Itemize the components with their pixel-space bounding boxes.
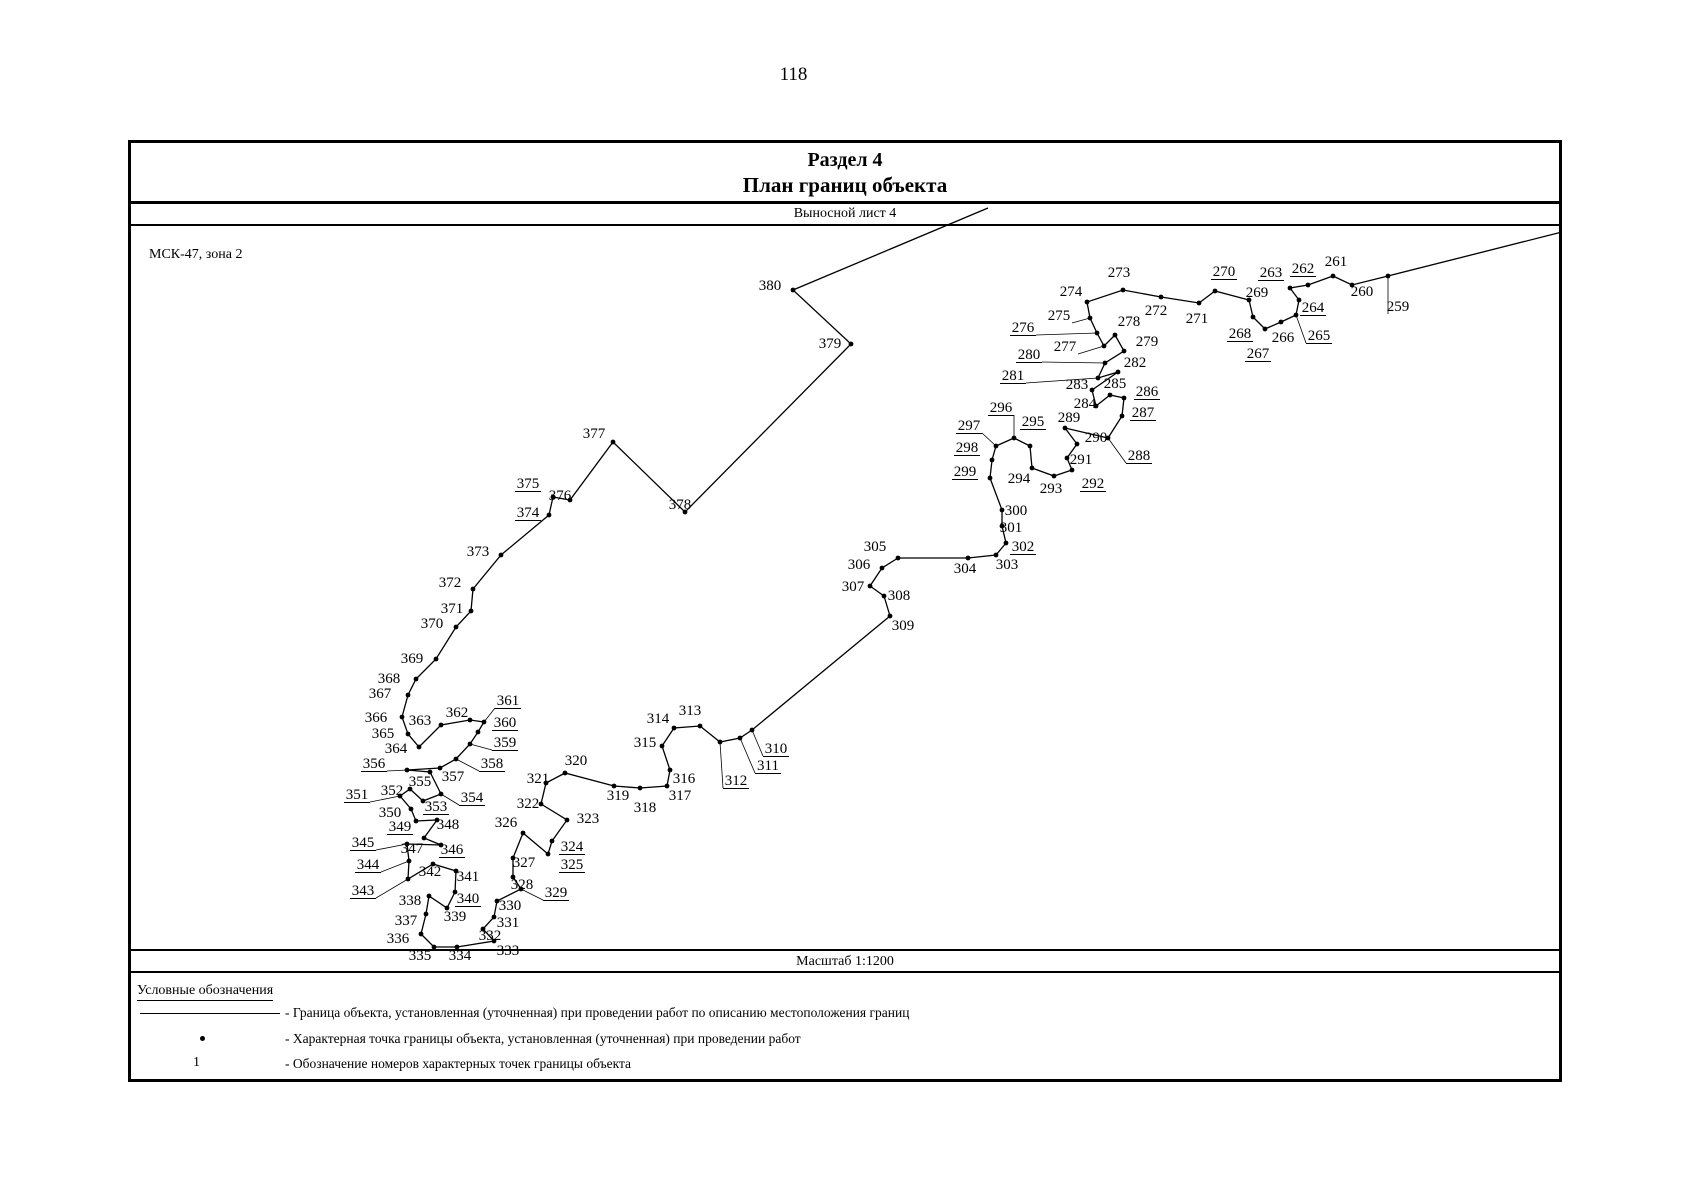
plan-area: МСК-47, зона 2	[131, 227, 1559, 949]
title-block: Раздел 4 План границ объекта	[131, 143, 1559, 204]
legend-item-boundary-line: - Граница объекта, установленная (уточне…	[131, 1003, 1551, 1023]
legend-title: Условные обозначения	[137, 983, 274, 1001]
section-title: Раздел 4	[807, 149, 883, 171]
scale-band: Масштаб 1:1200	[131, 949, 1559, 973]
point-number-sample: 1	[193, 1055, 200, 1070]
legend-item-text: - Характерная точка границы объекта, уст…	[285, 1031, 801, 1046]
plan-title: План границ объекта	[742, 173, 948, 197]
legend-item-text: - Обозначение номеров характерных точек …	[285, 1056, 632, 1071]
legend-item-text: - Граница объекта, установленная (уточне…	[285, 1005, 910, 1020]
legend-item-point-number: 1 - Обозначение номеров характерных точе…	[131, 1054, 1551, 1074]
page-number: 118	[779, 64, 808, 85]
legend: Условные обозначения - Граница объекта, …	[131, 975, 1559, 1079]
subtitle-band: Выносной лист 4	[131, 204, 1559, 226]
scale-label: Масштаб 1:1200	[796, 954, 894, 969]
legend-item-boundary-point: - Характерная точка границы объекта, уст…	[131, 1029, 1551, 1049]
sheet-subtitle: Выносной лист 4	[793, 206, 897, 221]
boundary-point-sample-icon	[200, 1036, 205, 1041]
crs-label: МСК-47, зона 2	[149, 247, 243, 262]
document-frame: Раздел 4 План границ объекта Выносной ли…	[128, 140, 1562, 1082]
boundary-line-sample-icon	[140, 1013, 280, 1014]
